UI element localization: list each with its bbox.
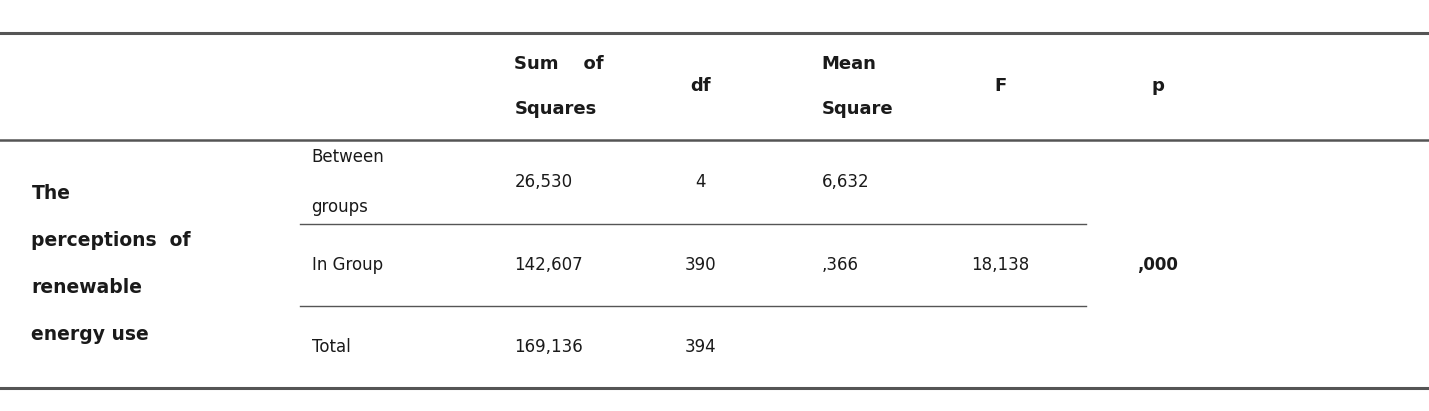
Text: The: The [31, 184, 70, 203]
Text: groups: groups [312, 198, 369, 215]
Text: Mean: Mean [822, 55, 876, 73]
Text: renewable: renewable [31, 278, 143, 297]
Text: energy use: energy use [31, 326, 149, 344]
Text: 390: 390 [684, 256, 716, 274]
Text: df: df [690, 77, 710, 95]
Text: p: p [1150, 77, 1165, 95]
Text: Sum    of: Sum of [514, 55, 604, 73]
Text: 4: 4 [694, 173, 706, 191]
Text: 18,138: 18,138 [972, 256, 1029, 274]
Text: Squares: Squares [514, 100, 597, 118]
Text: In Group: In Group [312, 256, 383, 274]
Text: Between: Between [312, 148, 384, 166]
Text: 394: 394 [684, 338, 716, 356]
Text: 26,530: 26,530 [514, 173, 573, 191]
Text: Square: Square [822, 100, 893, 118]
Text: perceptions  of: perceptions of [31, 231, 191, 250]
Text: 6,632: 6,632 [822, 173, 869, 191]
Text: 169,136: 169,136 [514, 338, 583, 356]
Text: Total: Total [312, 338, 350, 356]
Text: ,366: ,366 [822, 256, 859, 274]
Text: 142,607: 142,607 [514, 256, 583, 274]
Text: ,000: ,000 [1137, 256, 1177, 274]
Text: F: F [995, 77, 1006, 95]
